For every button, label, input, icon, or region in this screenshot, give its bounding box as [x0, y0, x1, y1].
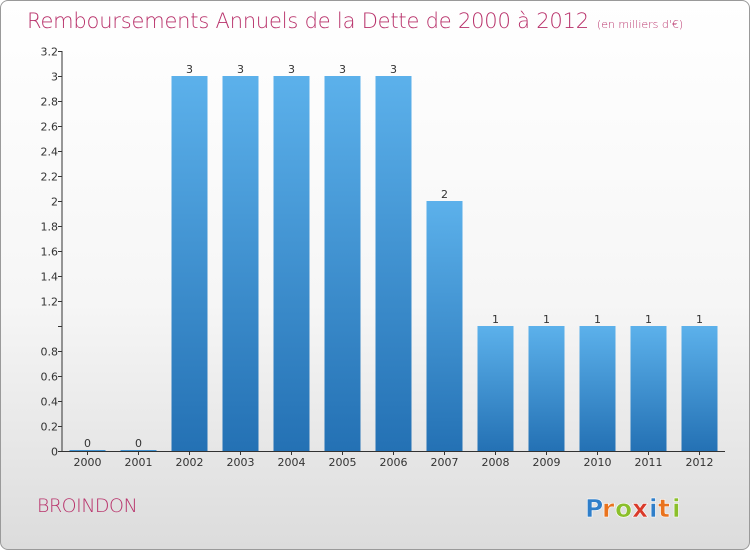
x-tick-label: 2006: [380, 456, 408, 469]
y-tick-label: 2.6: [41, 121, 59, 134]
x-tick-label: 2005: [329, 456, 357, 469]
y-tick-label: 0: [51, 446, 58, 459]
y-tick-label: 3: [51, 71, 58, 84]
logo-letter: i: [672, 494, 681, 523]
x-tick-label: 2003: [227, 456, 255, 469]
x-tick-label: 2002: [176, 456, 204, 469]
logo-letter: o: [615, 494, 632, 523]
x-tick-label: 2009: [533, 456, 561, 469]
x-tick-label: 2000: [74, 456, 102, 469]
bar: [528, 326, 565, 451]
y-tick-label: 1.2: [41, 296, 59, 309]
y-tick-label: 0.4: [41, 396, 59, 409]
data-label: 3: [390, 63, 397, 76]
data-label: 3: [237, 63, 244, 76]
bar: [69, 450, 106, 451]
y-tick-label: 3.2: [41, 46, 59, 59]
x-tick-label: 2001: [125, 456, 153, 469]
logo-letter: P: [585, 494, 603, 523]
x-tick-label: 2007: [431, 456, 459, 469]
bar: [630, 326, 667, 451]
bar: [120, 450, 157, 451]
data-label: 1: [645, 313, 652, 326]
x-tick-label: 2008: [482, 456, 510, 469]
y-tick-label: 2.2: [41, 171, 59, 184]
proxiti-logo: Pr o x i t i: [585, 494, 681, 524]
data-label: 3: [288, 63, 295, 76]
bar: [477, 326, 514, 451]
x-tick-label: 2011: [635, 456, 663, 469]
data-label: 1: [492, 313, 499, 326]
chart-title: Remboursements Annuels de la Dette de 20…: [27, 9, 683, 33]
y-tick-label: 0.2: [41, 421, 59, 434]
y-tick-label: 1.8: [41, 221, 59, 234]
bar: [222, 76, 259, 451]
data-label: 3: [339, 63, 346, 76]
data-label: 0: [84, 437, 91, 450]
x-tick-label: 2010: [584, 456, 612, 469]
bar: [579, 326, 616, 451]
data-label: 1: [594, 313, 601, 326]
y-tick-label: 1.6: [41, 246, 59, 259]
title-text: Remboursements Annuels de la Dette de 20…: [27, 9, 589, 33]
y-tick-label: 0.6: [41, 371, 59, 384]
axes: 0 0.2 0.4 0.6 0.8 1.2 1.4 1.6 1.8 2 2.2 2.4 2.6 2.8 3 3…: [41, 46, 725, 469]
bars: [69, 76, 718, 451]
data-label: 3: [186, 63, 193, 76]
data-label: 1: [696, 313, 703, 326]
commune-name: BROINDON: [37, 495, 138, 517]
data-label: 2: [441, 188, 448, 201]
data-label: 1: [543, 313, 550, 326]
x-tick-label: 2012: [686, 456, 714, 469]
bar: [375, 76, 412, 451]
y-tick-label: 2.4: [41, 146, 59, 159]
logo-letter: r: [602, 494, 615, 523]
y-tick-label: 2: [51, 196, 58, 209]
y-tick-label: 0.8: [41, 346, 59, 359]
data-labels: 0 0 3 3 3 3 3 2 1 1 1 1 1: [84, 63, 703, 450]
chart-subtitle: (en milliers d'€): [596, 18, 684, 31]
logo-letter: t: [658, 494, 670, 523]
x-tick-label: 2004: [278, 456, 306, 469]
y-tick-label: 1.4: [41, 271, 59, 284]
y-tick-label: 2.8: [41, 96, 59, 109]
bar: [681, 326, 718, 451]
bar: [324, 76, 361, 451]
bar: [426, 201, 463, 451]
bar: [273, 76, 310, 451]
logo-letter: x: [632, 494, 648, 523]
data-label: 0: [135, 437, 142, 450]
logo-letter: i: [649, 494, 658, 523]
bar: [171, 76, 208, 451]
